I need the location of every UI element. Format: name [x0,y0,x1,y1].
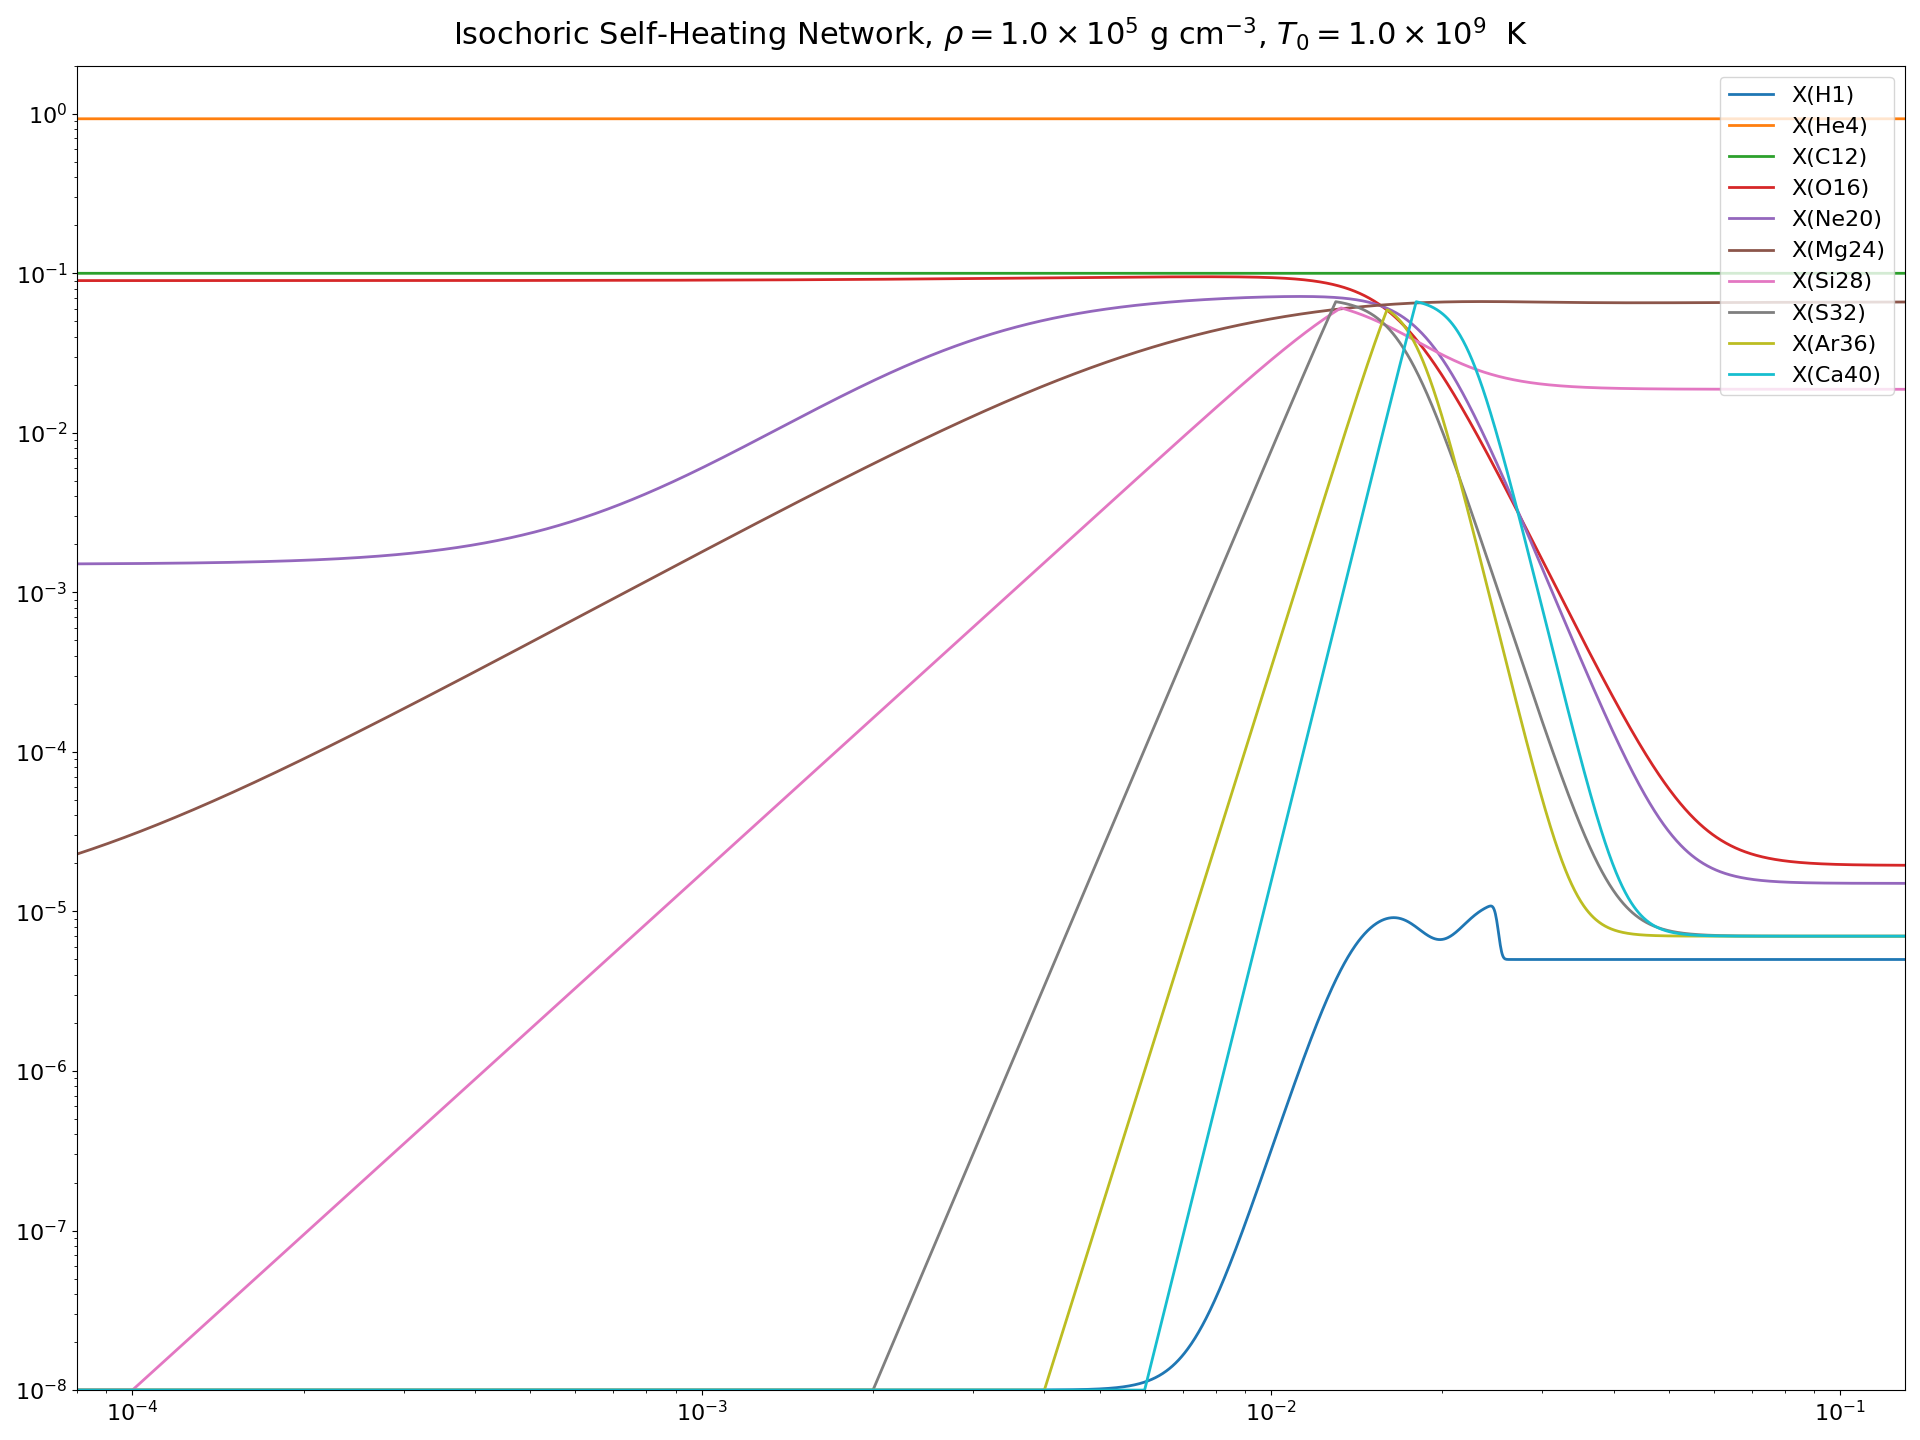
X(Ca40) [1405,294,1428,311]
X(Mg24) [1661,294,1684,311]
X(Ar36) [275,1381,298,1398]
X(Ne20) [65,556,88,573]
X(Ne20) [275,553,298,570]
X(H1) [1478,897,1501,914]
X(Si28) [1331,300,1354,317]
X(S32) [275,1381,298,1398]
X(Si28) [1859,380,1882,397]
X(Mg24) [1859,294,1882,311]
X(Ne20) [847,380,870,397]
X(Si28) [275,1243,298,1260]
X(C12) [1893,265,1916,282]
X(Mg24) [382,706,405,723]
X(Si28) [65,1381,88,1398]
X(O16) [766,271,789,288]
Legend: X(H1), X(He4), X(C12), X(O16), X(Ne20), X(Mg24), X(Si28), X(S32), X(Ar36), X(Ca4: X(H1), X(He4), X(C12), X(O16), X(Ne20), … [1720,76,1893,395]
X(H1) [65,1381,88,1398]
X(He4) [275,109,298,127]
X(O16) [1661,785,1684,802]
X(Si28) [847,723,870,740]
X(Ca40) [382,1381,405,1398]
X(Ar36) [1377,301,1400,318]
X(Ar36) [766,1381,789,1398]
X(Si28) [382,1143,405,1161]
X(H1) [1661,950,1684,968]
X(He4) [847,109,870,127]
Title: Isochoric Self-Heating Network, $\rho = 1.0 \times 10^5$ g cm$^{-3}$, $T_0 = 1.0: Isochoric Self-Heating Network, $\rho = … [453,14,1528,55]
X(Ca40) [65,1381,88,1398]
X(C12) [1857,265,1880,282]
X(Mg24) [1471,292,1494,310]
X(O16) [1196,268,1219,285]
X(Mg24) [65,845,88,863]
X(He4) [1661,109,1684,127]
X(O16) [382,272,405,289]
X(S32) [1893,927,1916,945]
X(Ar36) [382,1381,405,1398]
Line: X(Ne20): X(Ne20) [77,297,1905,883]
X(Ne20) [1288,288,1311,305]
X(Mg24) [1893,294,1916,311]
X(Ca40) [847,1381,870,1398]
X(H1) [1893,950,1916,968]
X(Ca40) [1859,927,1882,945]
X(H1) [1859,950,1882,968]
X(Ar36) [1859,927,1882,945]
Line: X(Mg24): X(Mg24) [77,301,1905,854]
X(C12) [382,265,405,282]
X(S32) [65,1381,88,1398]
X(Mg24) [766,504,789,521]
X(Ne20) [1661,828,1684,845]
Line: X(Ca40): X(Ca40) [77,302,1905,1390]
X(Ca40) [766,1381,789,1398]
X(Ca40) [1893,927,1916,945]
X(S32) [382,1381,405,1398]
X(Ar36) [847,1381,870,1398]
X(C12) [275,265,298,282]
X(Ne20) [382,546,405,563]
X(O16) [65,272,88,289]
X(O16) [1859,857,1882,874]
X(S32) [1325,292,1348,310]
X(C12) [1661,265,1684,282]
X(He4) [766,109,789,127]
X(H1) [847,1381,870,1398]
Line: X(H1): X(H1) [77,906,1905,1390]
Line: X(Si28): X(Si28) [77,308,1905,1390]
X(Ca40) [1661,924,1684,942]
X(He4) [382,109,405,127]
X(C12) [766,265,789,282]
X(He4) [1893,109,1916,127]
X(H1) [382,1381,405,1398]
X(H1) [766,1381,789,1398]
X(C12) [65,265,88,282]
X(Ar36) [65,1381,88,1398]
X(Mg24) [847,464,870,481]
X(Si28) [766,795,789,812]
X(Mg24) [275,759,298,776]
X(S32) [766,1381,789,1398]
X(He4) [1857,109,1880,127]
X(S32) [1859,927,1882,945]
X(O16) [847,271,870,288]
X(Ne20) [766,420,789,438]
X(O16) [275,272,298,289]
X(Si28) [1893,380,1916,397]
X(Si28) [1661,380,1684,397]
X(C12) [847,265,870,282]
X(H1) [275,1381,298,1398]
X(He4) [65,109,88,127]
X(S32) [1661,923,1684,940]
X(Ne20) [1893,874,1916,891]
Line: X(O16): X(O16) [77,276,1905,865]
X(Ne20) [1859,874,1882,891]
X(Ar36) [1893,927,1916,945]
Line: X(S32): X(S32) [77,301,1905,1390]
X(O16) [1893,857,1916,874]
Line: X(Ar36): X(Ar36) [77,310,1905,1390]
X(Ca40) [275,1381,298,1398]
X(Ar36) [1661,927,1684,945]
X(S32) [847,1381,870,1398]
